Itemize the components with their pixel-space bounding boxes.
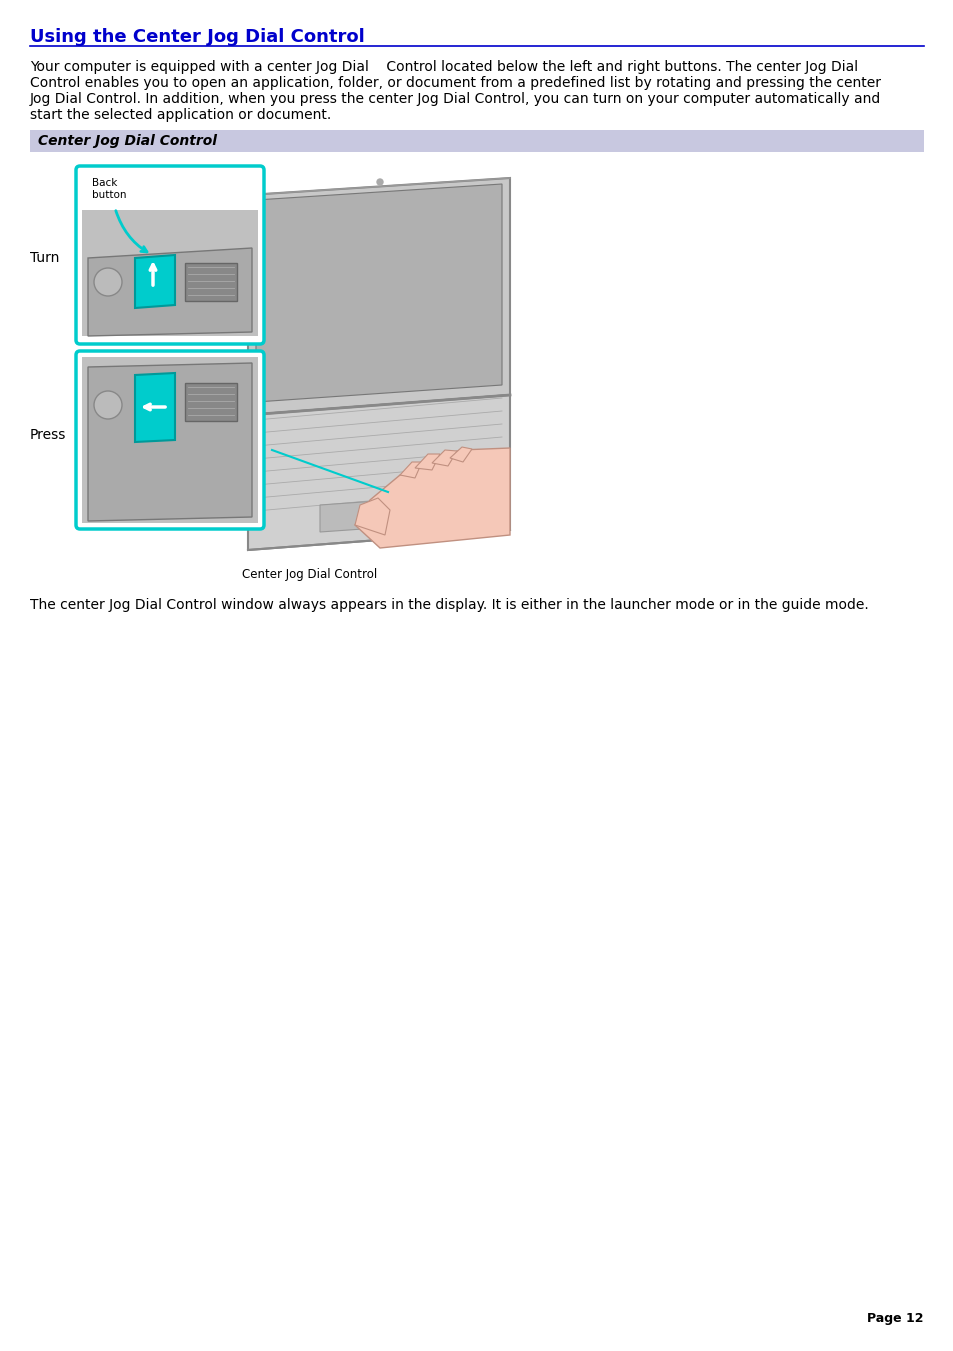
- Polygon shape: [135, 255, 174, 308]
- Polygon shape: [319, 499, 419, 532]
- Bar: [82, 209, 257, 336]
- Text: Press: Press: [30, 428, 67, 442]
- Polygon shape: [355, 449, 510, 549]
- Text: Turn: Turn: [30, 251, 59, 265]
- Circle shape: [94, 267, 122, 296]
- Text: Page 12: Page 12: [866, 1312, 923, 1325]
- Bar: [82, 357, 257, 523]
- Bar: [185, 382, 236, 422]
- Text: Center Jog Dial Control: Center Jog Dial Control: [242, 567, 377, 581]
- Polygon shape: [88, 363, 252, 521]
- Circle shape: [94, 390, 122, 419]
- Text: Back
button: Back button: [91, 178, 127, 200]
- Bar: [30, 130, 923, 153]
- Polygon shape: [255, 184, 501, 403]
- FancyBboxPatch shape: [76, 351, 264, 530]
- Text: The center Jog Dial Control window always appears in the display. It is either i: The center Jog Dial Control window alway…: [30, 598, 868, 612]
- Polygon shape: [399, 462, 421, 478]
- Polygon shape: [248, 178, 510, 415]
- FancyBboxPatch shape: [76, 166, 264, 345]
- Bar: [82, 172, 257, 209]
- Text: Using the Center Jog Dial Control: Using the Center Jog Dial Control: [30, 28, 364, 46]
- Circle shape: [376, 178, 382, 185]
- Polygon shape: [355, 499, 390, 535]
- Text: Jog Dial Control. In addition, when you press the center Jog Dial Control, you c: Jog Dial Control. In addition, when you …: [30, 92, 881, 105]
- Text: Your computer is equipped with a center Jog Dial    Control located below the le: Your computer is equipped with a center …: [30, 59, 858, 74]
- Polygon shape: [248, 394, 510, 550]
- Polygon shape: [135, 373, 174, 442]
- Polygon shape: [415, 454, 439, 470]
- Polygon shape: [432, 450, 456, 466]
- Text: start the selected application or document.: start the selected application or docume…: [30, 108, 331, 122]
- Polygon shape: [88, 249, 252, 336]
- Text: Center Jog Dial Control: Center Jog Dial Control: [38, 134, 216, 149]
- Polygon shape: [450, 447, 472, 462]
- Text: Control enables you to open an application, folder, or document from a predefine: Control enables you to open an applicati…: [30, 76, 880, 91]
- Bar: [185, 263, 236, 301]
